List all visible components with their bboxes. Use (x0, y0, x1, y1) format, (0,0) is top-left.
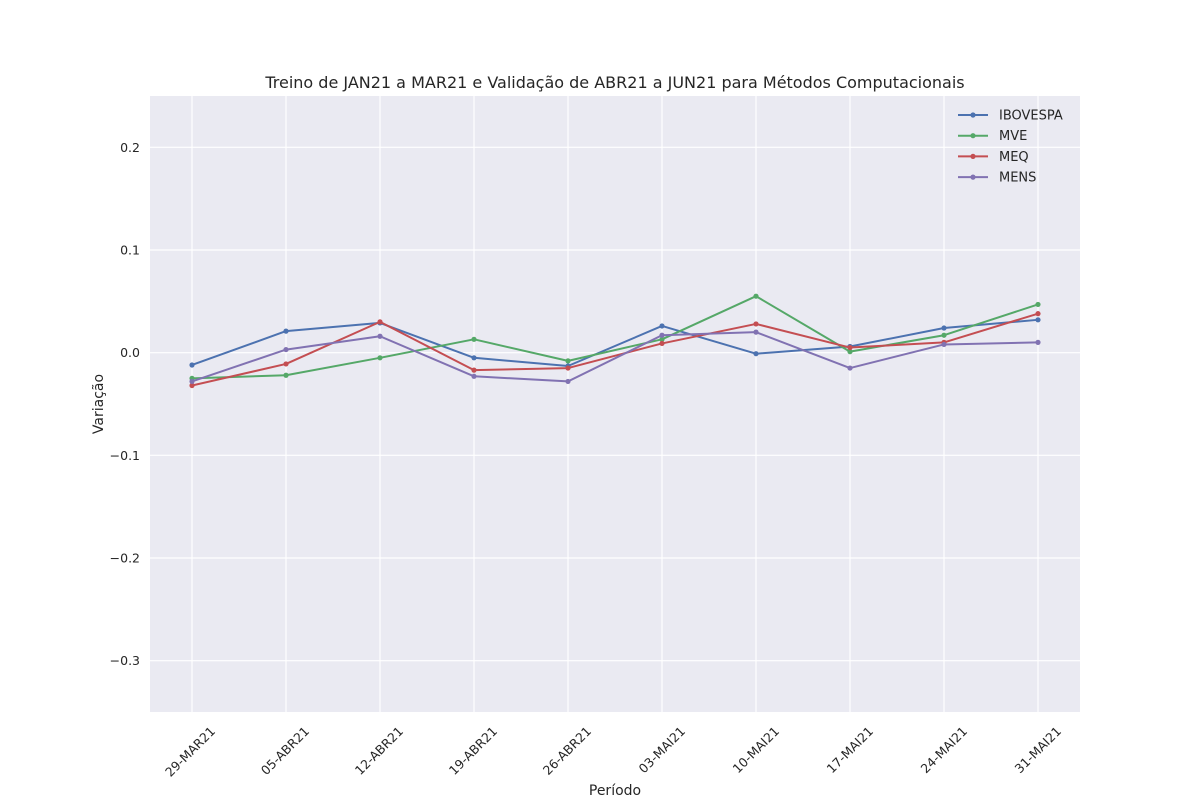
y-tick-label: 0.1 (120, 243, 140, 258)
data-point-mens (283, 346, 289, 353)
data-point-ibovespa (1035, 317, 1041, 323)
data-point-mve (565, 358, 571, 364)
data-point-mve (377, 355, 383, 361)
data-point-meq (847, 344, 853, 351)
data-point-mens (189, 378, 195, 385)
y-tick-label: −0.1 (110, 448, 140, 463)
legend-label-mens: MENS (999, 171, 1036, 186)
series-layer (189, 293, 1041, 389)
data-point-mens (847, 365, 853, 371)
plot-area (150, 96, 1080, 712)
x-tick-label: 24-MAI21 (918, 724, 971, 777)
x-tick-label: 12-ABR21 (352, 724, 406, 778)
data-point-meq (1035, 311, 1041, 317)
data-point-ibovespa (471, 355, 477, 361)
x-tick-label: 26-ABR21 (540, 724, 594, 778)
series-line-mve (191, 295, 1039, 380)
data-point-meq (377, 319, 383, 325)
y-tick-label: 0.0 (120, 345, 140, 360)
data-point-meq (283, 361, 289, 367)
legend-label-ibovespa: IBOVESPA (999, 109, 1063, 124)
data-point-mens (377, 333, 383, 339)
x-axis-label: Período (589, 783, 641, 799)
data-point-mve (753, 293, 759, 299)
legend-marker-meq (970, 153, 976, 159)
data-point-mve (659, 336, 665, 342)
data-point-ibovespa (283, 328, 289, 334)
data-point-meq (753, 321, 759, 327)
series-line-mens (191, 331, 1039, 383)
data-point-mens (941, 341, 947, 348)
data-point-ibovespa (189, 362, 195, 368)
x-tick-label: 31-MAI21 (1012, 724, 1065, 777)
data-point-ibovespa (659, 323, 665, 329)
data-point-mens (753, 329, 759, 335)
x-tick-label: 29-MAR21 (162, 724, 218, 780)
y-axis-label: Variação (91, 374, 107, 434)
grid (150, 96, 1080, 712)
data-point-mve (847, 349, 853, 355)
data-point-mve (941, 332, 947, 338)
y-tick-label: 0.2 (120, 140, 140, 155)
legend: IBOVESPA MVE MEQ MENS (958, 109, 1063, 186)
legend-marker-ibovespa (970, 112, 976, 118)
x-tick-label: 03-MAI21 (636, 724, 689, 777)
data-point-meq (565, 365, 571, 371)
legend-label-meq: MEQ (999, 150, 1029, 165)
data-point-meq (471, 367, 477, 373)
data-point-meq (659, 340, 665, 347)
x-tick-label: 05-ABR21 (258, 724, 312, 778)
data-point-ibovespa (941, 325, 947, 331)
data-point-mve (1035, 301, 1041, 308)
series-line-ibovespa (191, 318, 1039, 368)
legend-marker-mens (970, 174, 976, 180)
x-tick-label: 10-MAI21 (730, 724, 783, 777)
data-point-mve (283, 372, 289, 378)
x-tick-label: 17-MAI21 (824, 724, 877, 777)
x-tick-label: 19-ABR21 (446, 724, 500, 778)
data-point-mve (471, 336, 477, 342)
y-tick-label: −0.3 (110, 653, 140, 668)
data-point-mens (565, 378, 571, 385)
data-point-mens (471, 373, 477, 379)
data-point-mens (659, 332, 665, 338)
chart-title: Treino de JAN21 a MAR21 e Validação de A… (264, 73, 964, 92)
y-tick-label: −0.2 (110, 551, 140, 566)
legend-label-mve: MVE (999, 129, 1027, 144)
data-point-meq (189, 382, 195, 389)
legend-marker-mve (970, 133, 976, 139)
data-point-mens (1035, 339, 1041, 345)
data-point-ibovespa (753, 351, 759, 357)
